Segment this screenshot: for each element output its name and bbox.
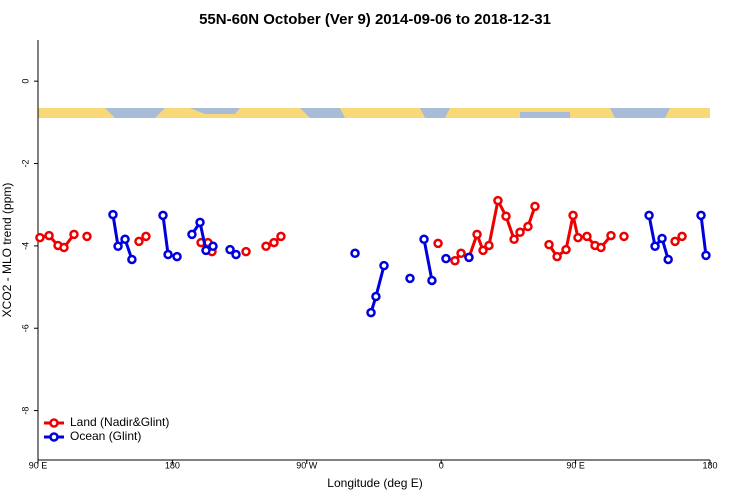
data-point [670,236,680,247]
data-point [568,210,578,221]
data-point [366,307,376,318]
data-point [509,234,519,245]
data-point [696,210,706,221]
data-point [261,241,271,252]
legend-marker [49,432,59,442]
legend-marker [49,418,59,428]
data-point [108,209,118,220]
map-strip [38,108,710,118]
y-tick-label: -8 [20,407,30,415]
data-point [450,255,460,266]
data-point [350,248,360,259]
data-point [172,251,182,262]
data-point [225,244,235,255]
data-point [269,237,279,248]
data-point [59,242,69,253]
data-point [113,241,123,252]
data-point [371,291,381,302]
y-tick-label: -4 [20,242,30,250]
data-point [657,233,667,244]
data-point [501,211,511,221]
legend-label: Land (Nadir&Glint) [70,415,169,429]
data-point [405,273,415,284]
y-tick-label: -2 [20,160,30,168]
data-point [208,241,218,252]
x-tick-label: 180 [165,460,180,470]
x-axis-label: Longitude (deg E) [327,476,422,490]
data-point [427,275,437,286]
data-point [523,221,533,232]
data-point [606,230,616,241]
data-point [530,201,540,212]
data-point [573,232,583,243]
data-point [650,241,660,252]
data-point [120,234,130,245]
data-point [127,254,137,265]
data-point [544,239,554,250]
chart-title: 55N-60N October (Ver 9) 2014-09-06 to 20… [199,11,551,28]
y-tick-label: 0 [20,79,30,84]
data-point [163,249,173,260]
data-point [441,253,451,264]
data-point [478,245,488,256]
data-point [596,242,606,253]
y-axis-label: XCO2 - MLO trend (ppm) [0,183,14,318]
data-point [582,231,592,242]
data-point [241,246,251,257]
data-point [663,254,673,265]
data-point [35,232,45,243]
data-point [561,244,571,255]
data-point [201,245,211,256]
data-point [134,236,144,247]
data-point [464,252,474,263]
data-point [419,234,429,245]
x-tick-label: 90 E [566,460,585,470]
data-point [701,250,711,261]
data-point [484,240,494,251]
data-point [231,249,241,260]
data-point [677,231,687,242]
data-point [69,229,79,240]
x-tick-label: 180 [702,460,717,470]
data-point [493,195,503,206]
data-point [644,210,654,221]
data-point [433,238,443,249]
legend-label: Ocean (Glint) [70,429,141,443]
data-point [158,210,168,221]
data-point [82,231,92,242]
x-tick-label: 90 E [29,460,48,470]
series-line [39,196,683,262]
y-tick-label: -6 [20,324,30,332]
data-point [619,231,629,242]
data-point [456,248,466,259]
data-point [379,260,389,271]
data-point [141,231,151,242]
data-point [276,231,286,242]
data-point [44,230,54,241]
x-tick-label: 0 [439,460,444,470]
data-point [472,229,482,240]
data-point [552,251,562,262]
data-point [515,227,525,238]
data-point [195,217,205,228]
data-point [187,229,197,240]
series-line [111,214,708,314]
x-tick-label: 90 W [296,460,318,470]
